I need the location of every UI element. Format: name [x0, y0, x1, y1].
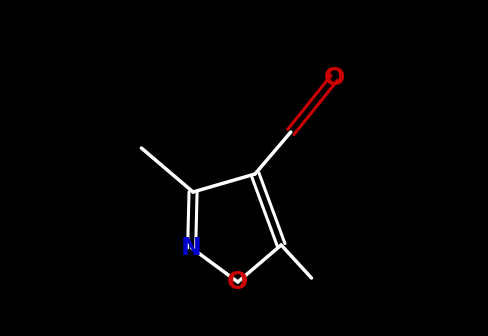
Text: N: N [181, 236, 202, 260]
Text: O: O [227, 270, 248, 294]
Text: O: O [324, 66, 345, 90]
